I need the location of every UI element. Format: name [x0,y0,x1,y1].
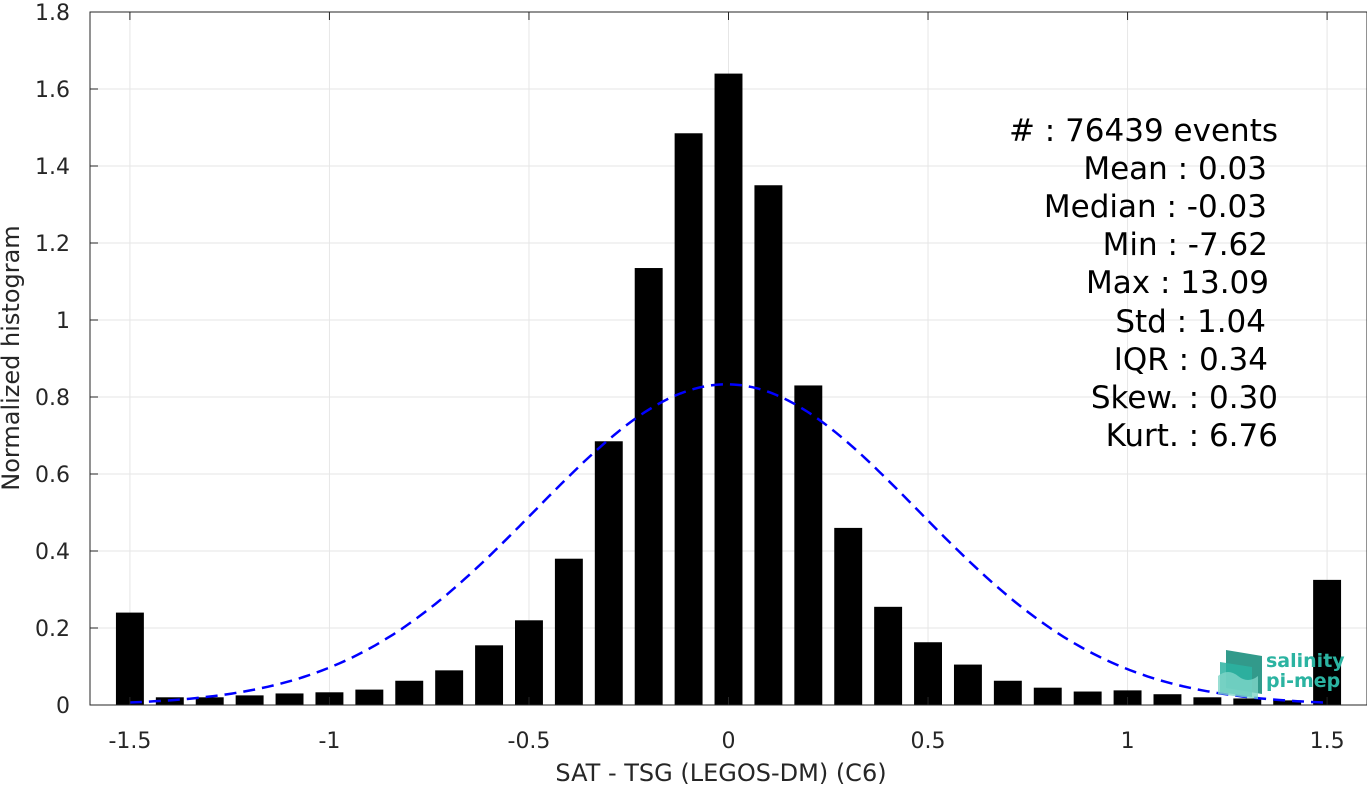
y-tick-label: 1.4 [35,155,70,180]
histogram-bar [515,620,543,705]
histogram-bar [1193,697,1222,705]
histogram-bar [275,693,304,705]
logo-line2: pi-mep [1266,670,1340,692]
stats-min: Min : -7.62 [1103,227,1268,263]
histogram-bar [754,185,783,705]
histogram-bar [674,133,703,705]
histogram-bar [355,689,384,705]
x-tick-label: -1.5 [108,729,151,754]
histogram-bar [435,670,464,705]
x-axis-label: SAT - TSG (LEGOS-DM) (C6) [555,759,886,785]
histogram-bars [115,73,1342,706]
stats-max: Max : 13.09 [1086,265,1269,301]
y-tick-label: 1.8 [35,1,70,26]
y-axis-label: Normalized histogram [0,225,25,490]
stats-skew: Skew. : 0.30 [1091,380,1278,416]
histogram-bar [914,642,942,705]
stats-kurt: Kurt. : 6.76 [1106,418,1278,454]
x-tick-label: 1.5 [1310,729,1345,754]
histogram-bar [1273,700,1302,705]
logo-line1: salinity [1266,650,1345,672]
x-tick-label: 0.5 [911,729,946,754]
x-tick-label: -0.5 [508,729,551,754]
statistics-annotation: # : 76439 events Mean : 0.03 Median : -0… [1009,113,1278,454]
histogram-bar [714,73,743,706]
histogram-bar [1033,687,1062,705]
x-tick-label: 1 [1121,729,1135,754]
stats-median: Median : -0.03 [1044,189,1267,225]
y-tick-label: 0.6 [35,463,70,488]
y-axis-ticks: 0 0.2 0.4 0.6 0.8 1 1.2 1.4 1.6 1.8 [35,1,98,719]
histogram-bar [1313,579,1342,705]
y-tick-label: 1.6 [35,78,70,103]
y-tick-label: 1.2 [35,232,70,257]
histogram-bar [834,527,863,705]
histogram-bar [395,680,424,705]
stats-count: # : 76439 events [1009,113,1278,149]
y-tick-label: 0.4 [35,540,70,565]
x-tick-label: 0 [722,729,736,754]
histogram-bar [195,697,224,705]
histogram-bar [1073,691,1102,705]
histogram-bar [115,612,144,705]
histogram-bar [1233,698,1262,705]
salinity-pimep-logo: salinity pi-mep [1218,650,1345,699]
histogram-bar [953,664,982,705]
stats-std: Std : 1.04 [1115,304,1266,340]
histogram-bar [993,680,1022,705]
histogram-bar [554,558,583,705]
histogram-bar [594,441,623,705]
y-tick-label: 0 [56,694,70,719]
x-tick-label: -1 [318,729,340,754]
histogram-bar [1153,694,1182,705]
histogram-bar [634,268,663,705]
stats-iqr: IQR : 0.34 [1114,342,1268,378]
histogram-bar [874,606,903,705]
histogram-bar [475,645,504,705]
histogram-bar [235,695,264,705]
y-tick-label: 0.8 [35,386,70,411]
wave-logo-icon [1218,650,1262,699]
histogram-bar [794,385,823,705]
normal-fit-curve [129,383,1328,704]
y-tick-label: 0.2 [35,617,70,642]
x-axis-ticks: -1.5 -1 -0.5 0 0.5 1 1.5 [108,12,1345,754]
y-tick-label: 1 [56,309,70,334]
stats-mean: Mean : 0.03 [1083,151,1267,187]
